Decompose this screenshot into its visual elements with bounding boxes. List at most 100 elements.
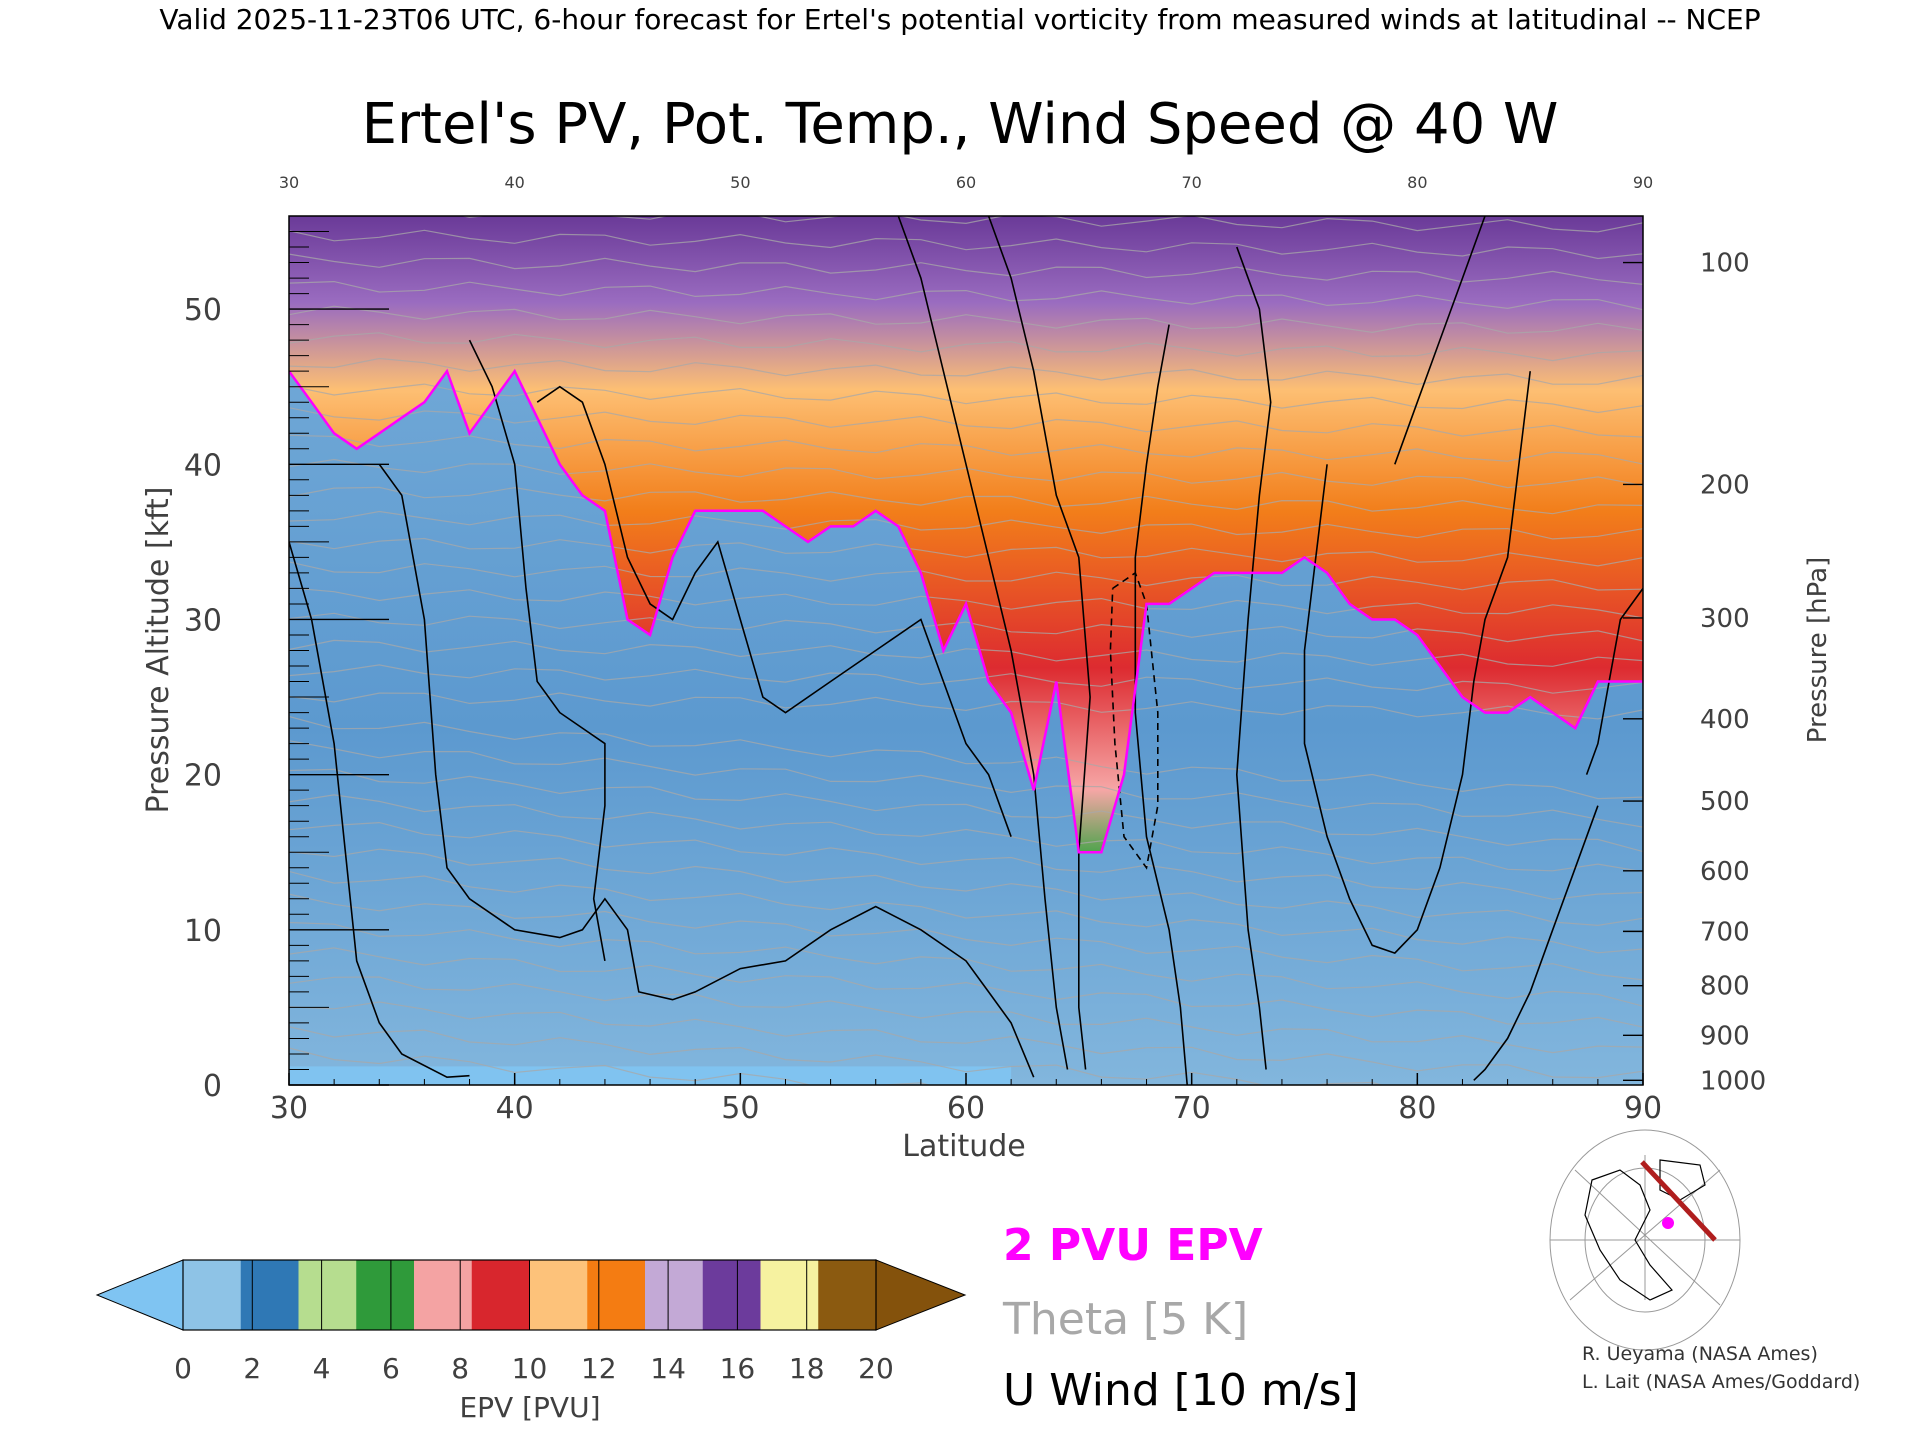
theta-contour-line: [289, 280, 1643, 311]
plot-area: [289, 216, 1643, 1085]
y-axis-right-label: Pressure [hPa]: [1803, 557, 1833, 744]
credit-line-1: R. Ueyama (NASA Ames): [1582, 1343, 1818, 1365]
theta-contour-line: [289, 537, 1643, 567]
pressure-tick-label: 600: [1700, 857, 1750, 887]
x-top-tick-label: 50: [730, 173, 750, 192]
u-wind-contour-line: [1473, 805, 1599, 1081]
x-tick-label: 60: [947, 1091, 985, 1126]
x-top-tick-label: 40: [504, 173, 524, 192]
colorbar-label: EPV [PVU]: [459, 1391, 600, 1424]
u-wind-contour-line: [1134, 324, 1188, 1085]
y-tick-label: 50: [184, 293, 222, 328]
x-tick-label: 70: [1173, 1091, 1211, 1126]
colorbar-tick-label: 8: [451, 1352, 469, 1385]
theta-contour-line: [289, 510, 1643, 540]
y-tick-label: 0: [203, 1069, 222, 1104]
colorbar-segment: [471, 1260, 530, 1330]
colorbar-segment: [183, 1260, 242, 1330]
theta-contour-line: [289, 976, 1643, 1054]
theta-contour-line: [289, 768, 1643, 853]
legend-pv2: 2 PVU EPV: [1003, 1220, 1263, 1271]
colorbar-segment: [414, 1260, 473, 1330]
tropo-fill: [289, 371, 1643, 1085]
theta-contour-line: [289, 561, 1643, 591]
theta-contours: [289, 216, 1643, 1085]
colorbar-tick-label: 4: [313, 1352, 331, 1385]
theta-contour-line: [289, 407, 1643, 438]
theta-contour-line: [289, 229, 1643, 260]
theta-contour-line: [289, 639, 1643, 667]
legend-u-wind: U Wind [10 m/s]: [1003, 1365, 1359, 1416]
pressure-tick-label: 500: [1700, 787, 1750, 817]
theta-contour-line: [289, 305, 1643, 334]
pressure-tick-label: 300: [1700, 604, 1750, 634]
colorbar-segment: [529, 1260, 588, 1330]
colorbar-segment: [702, 1260, 761, 1330]
y-tick-label: 40: [184, 448, 222, 483]
theta-contour-line: [289, 821, 1643, 900]
colorbar-segment: [298, 1260, 357, 1330]
pressure-tick-label: 200: [1700, 470, 1750, 500]
pv2-contour-line: [289, 368, 1643, 854]
u-wind-negative-contour: [1109, 571, 1159, 870]
u-wind-contours: [289, 216, 1643, 1085]
x-tick-label: 50: [721, 1091, 759, 1126]
theta-contour-line: [289, 921, 1643, 1007]
x-tick-label: 90: [1624, 1091, 1662, 1126]
pressure-tick-label: 800: [1700, 972, 1750, 1002]
pressure-tick-label: 900: [1700, 1021, 1750, 1051]
colorbar-tick-label: 20: [858, 1352, 894, 1385]
x-axis-label: Latitude: [902, 1129, 1025, 1164]
location-dot: [1662, 1217, 1674, 1229]
theta-contour-line: [289, 740, 1643, 828]
u-wind-contour-line: [897, 216, 1069, 1070]
colorbar-tick-label: 0: [174, 1352, 192, 1385]
u-wind-contour-line: [468, 339, 606, 962]
pressure-tick-label: 400: [1700, 705, 1750, 735]
u-wind-contour-line: [378, 463, 1035, 1078]
y-axis-left-ticks: 0 10 20 30 40 50: [184, 231, 389, 1104]
colorbar-tick-label: 6: [382, 1352, 400, 1385]
theta-contour-line: [289, 253, 1643, 285]
pressure-tick-label: 1000: [1700, 1066, 1766, 1096]
colorbar: 0 2 4 6 8 10 12 14 16 18 20: [95, 1259, 967, 1385]
credit-line-2: L. Lait (NASA Ames/Goddard): [1582, 1371, 1860, 1393]
y-tick-label: 30: [184, 603, 222, 638]
theta-contour-line: [289, 434, 1643, 465]
x-axis-ticks: 30 40 50 60 70 80 90: [270, 1073, 1662, 1126]
x-top-tick-label: 70: [1181, 173, 1201, 192]
colorbar-tick-label: 2: [243, 1352, 261, 1385]
pv2-contour: [289, 368, 1643, 854]
legend-theta: Theta [5 K]: [1002, 1294, 1248, 1345]
theta-contour-line: [289, 1047, 932, 1085]
colorbar-segment: [587, 1260, 646, 1330]
colorbar-segment: [760, 1260, 819, 1330]
y-axis-right-ticks: 100 200 300 400 500 600 700 800 900 1000: [1623, 249, 1766, 1096]
colorbar-tick-label: 10: [512, 1352, 548, 1385]
colorbar-segment: [356, 1260, 415, 1330]
colorbar-segment: [818, 1260, 877, 1330]
x-top-tick-label: 30: [279, 173, 299, 192]
theta-contour-line: [289, 715, 1643, 800]
u-wind-contour-line: [536, 385, 1012, 837]
u-wind-contour-line: [1235, 246, 1272, 1070]
inset-map: [1545, 1129, 1741, 1351]
theta-contour-line: [289, 1026, 1384, 1085]
x-tick-label: 30: [270, 1091, 308, 1126]
pressure-tick-label: 100: [1700, 249, 1750, 279]
theta-contour-line: [289, 794, 1643, 873]
x-tick-label: 40: [496, 1091, 534, 1126]
colorbar-frame: [182, 1259, 877, 1331]
u-wind-contour-line: [987, 216, 1091, 1070]
y-axis-left-label: Pressure Altitude [kft]: [141, 487, 176, 814]
x-tick-label: 80: [1398, 1091, 1436, 1126]
x-top-tick-label: 80: [1407, 173, 1427, 192]
u-wind-contour-line: [1394, 216, 1486, 465]
x-top-tick-label: 60: [956, 173, 976, 192]
y-tick-label: 10: [184, 914, 222, 949]
theta-contour-line: [289, 486, 1643, 515]
theta-contour-line: [289, 332, 1643, 362]
colorbar-over-arrow: [875, 1259, 967, 1331]
valid-time-header: Valid 2025-11-23T06 UTC, 6-hour forecast…: [159, 3, 1760, 36]
